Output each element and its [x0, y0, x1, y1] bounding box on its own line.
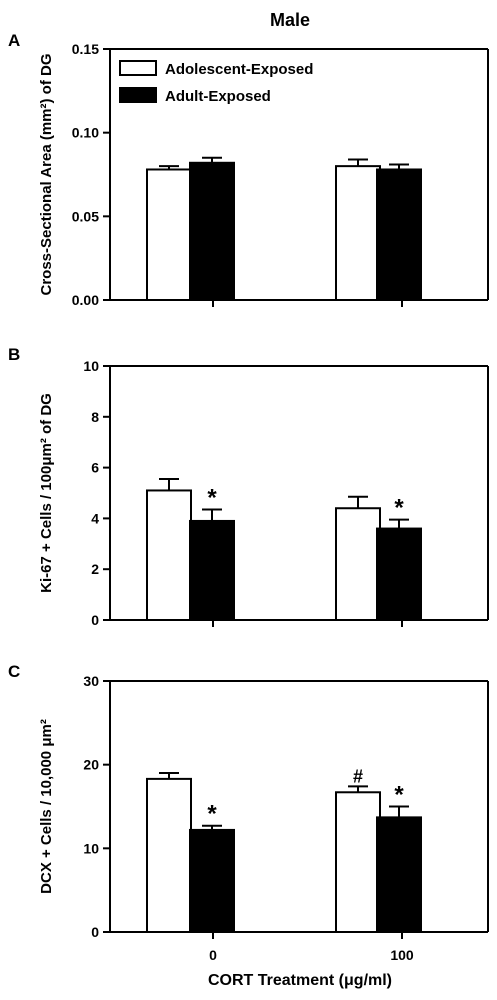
bar-adult — [189, 161, 235, 301]
y-tick-label: 2 — [91, 561, 99, 577]
bar-adult — [376, 527, 422, 621]
legend-label-adolescent: Adolescent-Exposed — [165, 61, 313, 78]
y-tick-label: 0.10 — [72, 125, 99, 141]
significance-mark: * — [207, 801, 217, 828]
y-tick-label: 0.05 — [72, 208, 99, 224]
panel-label: A — [8, 31, 20, 50]
y-axis-title: DCX + Cells / 10,000 μm² — [38, 719, 55, 894]
significance-mark: * — [394, 782, 404, 809]
y-tick-label: 8 — [91, 409, 99, 425]
legend-swatch-adult — [119, 87, 157, 103]
bar-adolescent — [146, 168, 192, 301]
panel-a: A 0.00 0.05 0.10 0.15 Cross-Sectional Area (m… — [8, 31, 489, 308]
x-axis-title: CORT Treatment (μg/ml) — [208, 972, 392, 989]
bar-adolescent — [335, 165, 381, 301]
significance-mark: # — [353, 766, 363, 786]
x-tick-label: 0 — [209, 947, 217, 963]
significance-mark: * — [394, 495, 404, 522]
bar-adult — [376, 816, 422, 933]
bar-adolescent — [146, 777, 192, 934]
bar-adult — [376, 168, 422, 301]
y-axis-title: Cross-Sectional Area (mm²) of DG — [38, 54, 55, 296]
bar-adolescent — [335, 507, 381, 621]
y-tick-label: 10 — [83, 840, 99, 856]
x-tick-label: 100 — [390, 947, 414, 963]
y-axis-title: Ki-67 + Cells / 100μm² of DG — [38, 393, 55, 593]
panel-b: B 0 2 4 6 8 10 Ki-67 + Cells / 100μm² of DG * * — [8, 345, 489, 628]
bar-adolescent — [146, 489, 192, 621]
y-tick-label: 4 — [91, 510, 99, 526]
significance-mark: * — [207, 485, 217, 512]
y-tick-label: 30 — [83, 673, 99, 689]
y-tick-label: 0.00 — [72, 292, 99, 308]
y-tick-label: 10 — [83, 358, 99, 374]
bar-adult — [189, 828, 235, 934]
legend-label-adult: Adult-Exposed — [165, 88, 271, 105]
legend-swatch-adolescent — [119, 60, 157, 76]
panel-label: B — [8, 345, 20, 364]
y-tick-label: 0 — [91, 612, 99, 628]
panel-label: C — [8, 662, 20, 681]
panel-c: C 0 10 20 30 0 100 DCX + Cells / 10,000 μm² # * * — [8, 662, 489, 963]
figure-title: Male — [270, 10, 310, 30]
y-tick-label: 6 — [91, 460, 99, 476]
bar-adolescent — [335, 791, 381, 933]
y-tick-label: 20 — [83, 757, 99, 773]
legend: Adolescent-Exposed Adult-Exposed — [119, 60, 313, 105]
y-tick-label: 0.15 — [72, 41, 99, 57]
y-tick-label: 0 — [91, 924, 99, 940]
bar-adult — [189, 519, 235, 621]
